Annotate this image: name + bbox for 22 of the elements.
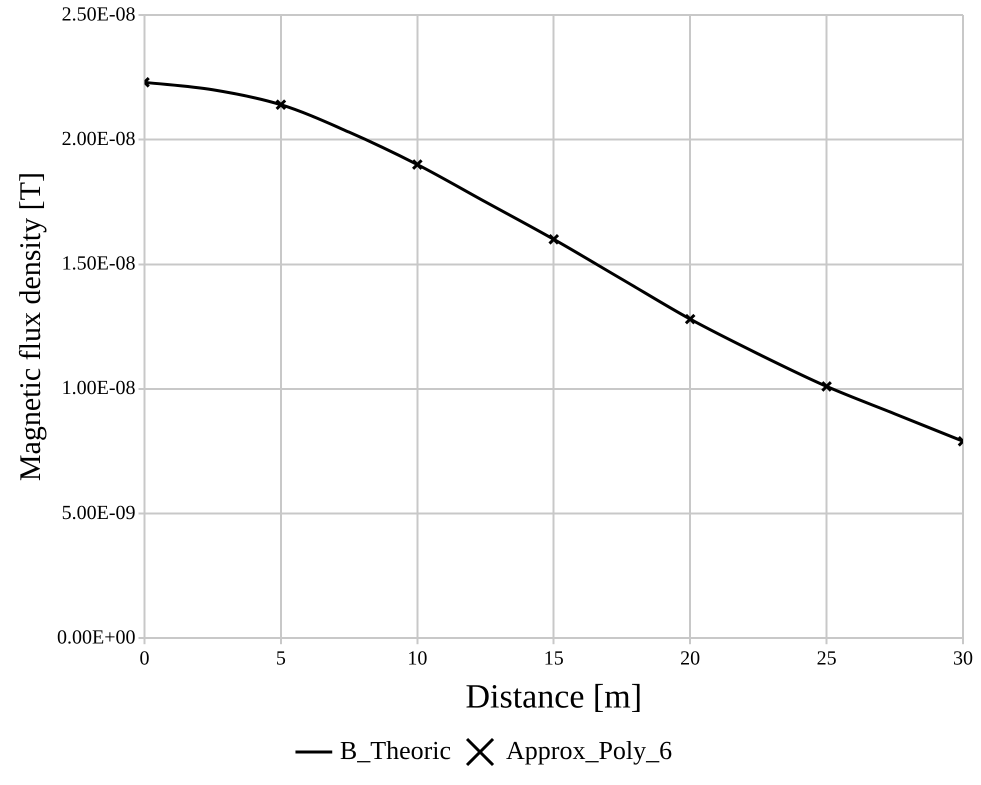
point	[548, 234, 560, 246]
x-tick-label: 5	[276, 647, 286, 670]
x-tick-label: 15	[544, 647, 564, 670]
y-tick-label: 2.50E-08	[62, 3, 136, 26]
point	[412, 158, 424, 170]
x-tick-label: 20	[680, 647, 700, 670]
legend-label: Approx_Poly_6	[506, 736, 672, 765]
y-tick-label: 1.00E-08	[62, 377, 136, 400]
y-tick-label: 5.00E-09	[62, 502, 136, 524]
point	[820, 380, 832, 392]
y-tick-label: 2.00E-08	[62, 128, 136, 150]
point	[684, 313, 696, 325]
x-tick-label: 30	[953, 647, 973, 670]
legend-label: B_Theoric	[340, 736, 452, 765]
x-tick-label: 25	[816, 647, 837, 670]
x-tick-label: 0	[139, 647, 150, 670]
point	[275, 99, 287, 110]
x-tick-label: 10	[407, 647, 428, 670]
y-axis-title: Magnetic flux density [T]	[14, 172, 47, 482]
x-axis-title: Distance [m]	[465, 678, 642, 716]
y-tick-label: 1.50E-08	[62, 252, 136, 275]
y-tick-label: 0.00E+00	[56, 626, 136, 648]
